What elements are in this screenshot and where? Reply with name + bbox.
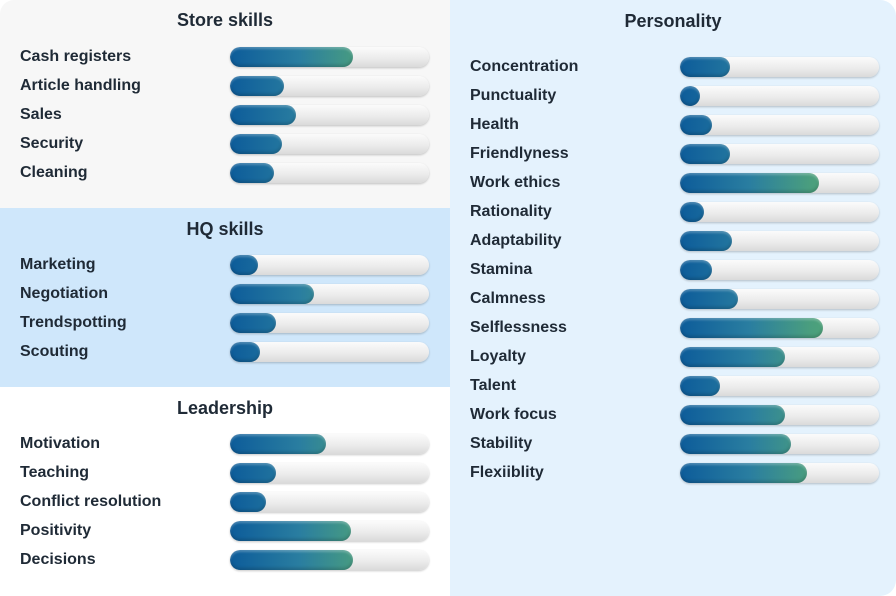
- skill-bar-track: [680, 434, 879, 454]
- skill-bar-fill: [680, 434, 792, 454]
- skill-bar-track: [230, 284, 429, 304]
- skill-bar-fill: [230, 134, 282, 154]
- skill-label: Friendlyness: [470, 145, 569, 162]
- skill-bar-fill: [680, 347, 786, 367]
- skill-bar-fill: [680, 231, 732, 251]
- skill-bar-fill: [230, 255, 258, 275]
- skill-bar-track: [680, 57, 879, 77]
- skill-bar-fill: [680, 405, 786, 425]
- leadership-panel: Leadership Motivation Teaching Conflict re…: [0, 387, 450, 596]
- skill-bar-track: [230, 47, 429, 67]
- skill-bar-fill: [230, 463, 276, 483]
- skill-label: Conflict resolution: [20, 493, 162, 510]
- skill-bar-track: [230, 163, 429, 183]
- personality-title: Personality: [624, 11, 722, 31]
- leadership-title: Leadership: [176, 398, 274, 418]
- skill-label: Calmness: [470, 290, 546, 307]
- skill-label: Work ethics: [470, 174, 561, 191]
- skill-label: Marketing: [20, 256, 96, 273]
- skill-bar-fill: [230, 313, 276, 333]
- skill-label: Work focus: [470, 406, 557, 423]
- skill-bar-track: [680, 231, 879, 251]
- skill-bar-fill: [680, 463, 808, 483]
- skill-label: Stability: [470, 435, 533, 452]
- skill-bar-track: [230, 105, 429, 125]
- skill-bar-fill: [680, 260, 712, 280]
- skill-label: Punctuality: [470, 87, 557, 104]
- skill-bar-track: [680, 202, 879, 222]
- skill-bar-track: [680, 347, 879, 367]
- skill-bar-fill: [230, 284, 314, 304]
- skill-label: Adaptability: [470, 232, 562, 249]
- skill-bar-track: [230, 342, 429, 362]
- skill-label: Health: [470, 116, 519, 133]
- skill-label: Teaching: [20, 464, 90, 481]
- skill-bar-fill: [230, 342, 260, 362]
- hq-skills-panel: HQ skills Marketing Negotiation Trendspott…: [0, 208, 450, 387]
- skill-label: Trendspotting: [20, 314, 127, 331]
- skill-bar-fill: [230, 492, 266, 512]
- skill-bar-track: [230, 434, 429, 454]
- skill-label: Motivation: [20, 435, 100, 452]
- skill-bar-fill: [230, 47, 354, 67]
- skill-label: Stamina: [470, 261, 533, 278]
- skill-bar-track: [680, 260, 879, 280]
- skill-bar-track: [680, 86, 879, 106]
- skill-bar-fill: [680, 318, 824, 338]
- store-skills-title: Store skills: [176, 10, 274, 30]
- skill-bar-fill: [230, 521, 352, 541]
- hq-skills-title: HQ skills: [186, 219, 264, 239]
- skill-label: Scouting: [20, 343, 89, 360]
- skill-bar-fill: [680, 289, 738, 309]
- skill-bar-fill: [230, 163, 274, 183]
- skill-bar-track: [680, 405, 879, 425]
- skill-bar-track: [680, 173, 879, 193]
- skill-bar-track: [230, 521, 429, 541]
- skill-bar-fill: [230, 76, 284, 96]
- skill-bar-fill: [680, 115, 712, 135]
- skill-label: Cash registers: [20, 48, 132, 65]
- personality-panel: Personality Concentration Punctuality Heal…: [450, 0, 896, 596]
- skill-bar-track: [230, 255, 429, 275]
- skill-bar-fill: [680, 202, 704, 222]
- skill-label: Decisions: [20, 551, 96, 568]
- skill-bar-fill: [230, 105, 296, 125]
- skill-label: Cleaning: [20, 164, 88, 181]
- skill-bar-fill: [680, 57, 730, 77]
- skill-label: Talent: [470, 377, 516, 394]
- skill-bar-fill: [680, 86, 700, 106]
- skill-label: Loyalty: [470, 348, 527, 365]
- skill-bar-fill: [230, 550, 354, 570]
- skill-label: Selflessness: [470, 319, 567, 336]
- skill-bar-track: [680, 144, 879, 164]
- skill-bar-fill: [230, 434, 326, 454]
- skill-bar-track: [230, 134, 429, 154]
- skill-bar-track: [680, 115, 879, 135]
- skill-bar-track: [230, 463, 429, 483]
- skill-bar-track: [680, 463, 879, 483]
- skill-bar-fill: [680, 173, 820, 193]
- skill-label: Article handling: [20, 77, 141, 94]
- skill-bar-track: [230, 550, 429, 570]
- skill-label: Negotiation: [20, 285, 108, 302]
- skill-bar-track: [230, 492, 429, 512]
- skill-bar-track: [680, 376, 879, 396]
- skill-bar-fill: [680, 376, 720, 396]
- skill-label: Concentration: [470, 58, 579, 75]
- skill-label: Flexiiblity: [470, 464, 544, 481]
- skill-bar-track: [230, 76, 429, 96]
- store-skills-panel: Store skills Cash registers Article handl…: [0, 0, 450, 208]
- skill-bar-track: [680, 289, 879, 309]
- skill-bar-track: [680, 318, 879, 338]
- skill-label: Rationality: [470, 203, 552, 220]
- skill-label: Security: [20, 135, 84, 152]
- skill-label: Sales: [20, 106, 62, 123]
- skill-bar-track: [230, 313, 429, 333]
- skill-label: Positivity: [20, 522, 92, 539]
- skill-bar-fill: [680, 144, 730, 164]
